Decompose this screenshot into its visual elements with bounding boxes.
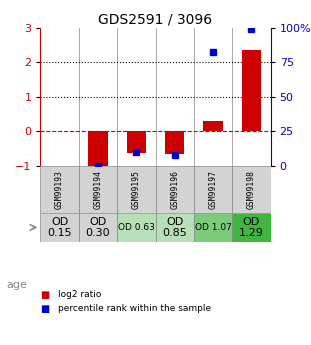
Bar: [117, 214, 156, 242]
Text: OD 0.63: OD 0.63: [118, 223, 155, 232]
Text: log2 ratio: log2 ratio: [58, 290, 101, 299]
Text: percentile rank within the sample: percentile rank within the sample: [58, 304, 211, 313]
Bar: [203, 121, 223, 131]
Bar: [79, 214, 117, 242]
Bar: [156, 166, 194, 214]
Text: age: age: [6, 280, 27, 289]
Bar: [194, 166, 232, 214]
Bar: [232, 214, 271, 242]
Bar: [117, 166, 156, 214]
Bar: [156, 214, 194, 242]
Text: GSM99196: GSM99196: [170, 170, 179, 209]
Bar: [127, 131, 146, 153]
Bar: [242, 50, 261, 131]
Bar: [194, 214, 232, 242]
Bar: [40, 166, 79, 214]
Bar: [88, 131, 108, 166]
Text: OD
1.29: OD 1.29: [239, 217, 264, 238]
Text: GSM99195: GSM99195: [132, 170, 141, 209]
Text: OD
0.85: OD 0.85: [162, 217, 187, 238]
Bar: [165, 131, 184, 154]
Title: GDS2591 / 3096: GDS2591 / 3096: [99, 12, 212, 27]
Text: GSM99198: GSM99198: [247, 170, 256, 209]
Text: GSM99194: GSM99194: [94, 170, 102, 209]
Bar: [40, 214, 79, 242]
Text: GSM99193: GSM99193: [55, 170, 64, 209]
Text: OD 1.07: OD 1.07: [195, 223, 231, 232]
Text: ■: ■: [40, 290, 50, 300]
Bar: [232, 166, 271, 214]
Text: ■: ■: [40, 304, 50, 314]
Text: GSM99197: GSM99197: [209, 170, 217, 209]
Text: OD
0.30: OD 0.30: [86, 217, 110, 238]
Bar: [79, 166, 117, 214]
Text: OD
0.15: OD 0.15: [47, 217, 72, 238]
